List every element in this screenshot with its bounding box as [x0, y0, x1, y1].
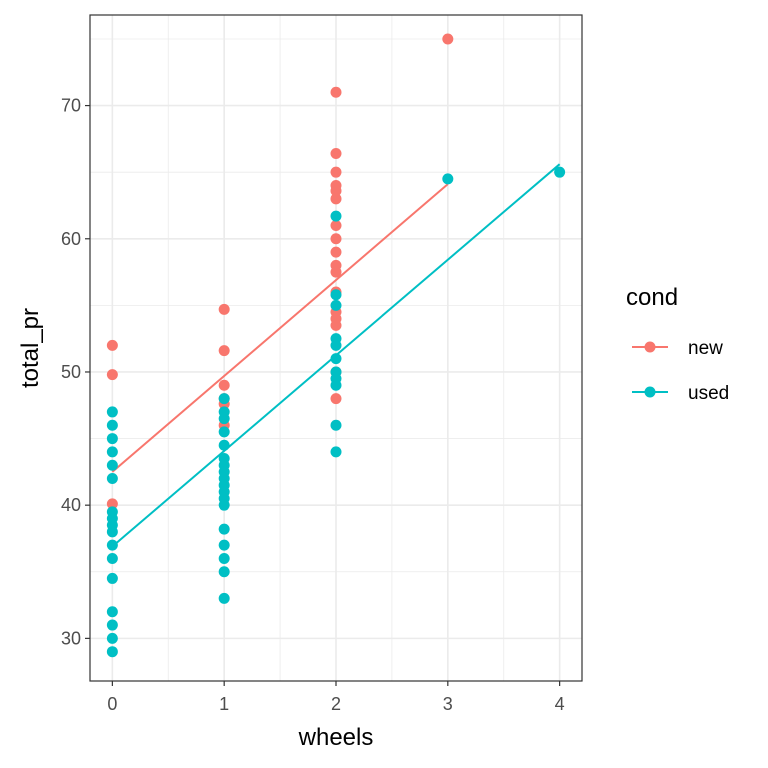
- point-new: [442, 33, 454, 45]
- point-used: [218, 523, 230, 535]
- point-new: [330, 86, 342, 98]
- point-used: [330, 210, 342, 222]
- legend: cond new used: [626, 284, 729, 404]
- x-tick-label: 2: [331, 694, 341, 714]
- point-used: [330, 353, 342, 365]
- point-used: [106, 646, 118, 658]
- point-new: [330, 166, 342, 178]
- point-new: [330, 266, 342, 278]
- x-axis-title: wheels: [298, 724, 374, 751]
- legend-key-point-used: [644, 386, 656, 398]
- point-used: [330, 419, 342, 431]
- legend-item-new: new: [632, 338, 723, 359]
- x-tick-label: 4: [555, 694, 565, 714]
- point-used: [218, 413, 230, 425]
- point-new: [330, 319, 342, 331]
- point-new: [330, 246, 342, 258]
- point-new: [330, 393, 342, 405]
- point-used: [106, 406, 118, 418]
- point-used: [330, 299, 342, 311]
- legend-label-used: used: [688, 383, 729, 404]
- point-new: [330, 148, 342, 160]
- point-new: [106, 369, 118, 381]
- point-used: [106, 526, 118, 538]
- point-used: [554, 166, 566, 178]
- point-used: [218, 592, 230, 604]
- point-used: [218, 552, 230, 564]
- x-tick-label: 3: [443, 694, 453, 714]
- point-used: [218, 393, 230, 405]
- legend-title: cond: [626, 284, 678, 311]
- x-axis: 0 1 2 3 4: [107, 681, 565, 714]
- point-used: [106, 632, 118, 644]
- point-used: [218, 539, 230, 551]
- y-tick-label: 40: [61, 495, 81, 515]
- point-used: [330, 379, 342, 391]
- y-axis: 30 40 50 60 70: [61, 96, 90, 648]
- point-new: [218, 379, 230, 391]
- point-used: [106, 606, 118, 618]
- point-used: [218, 426, 230, 438]
- point-used: [106, 473, 118, 485]
- y-tick-label: 50: [61, 362, 81, 382]
- point-new: [218, 303, 230, 315]
- point-used: [218, 566, 230, 578]
- point-used: [106, 572, 118, 584]
- point-used: [106, 552, 118, 564]
- point-used: [218, 439, 230, 451]
- point-new: [330, 233, 342, 245]
- point-used: [106, 539, 118, 551]
- point-used: [106, 459, 118, 471]
- point-new: [106, 339, 118, 351]
- point-used: [330, 446, 342, 458]
- legend-key-point-new: [644, 341, 656, 353]
- point-used: [218, 499, 230, 511]
- x-tick-label: 0: [107, 694, 117, 714]
- point-new: [330, 219, 342, 231]
- legend-item-used: used: [632, 383, 729, 404]
- point-used: [106, 446, 118, 458]
- point-used: [330, 289, 342, 301]
- legend-label-new: new: [688, 338, 723, 359]
- y-tick-label: 70: [61, 96, 81, 116]
- point-used: [106, 433, 118, 445]
- point-new: [218, 345, 230, 357]
- point-new: [106, 498, 118, 510]
- point-used: [330, 339, 342, 351]
- y-tick-label: 60: [61, 229, 81, 249]
- point-used: [442, 173, 454, 185]
- y-axis-title: total_pr: [17, 308, 44, 388]
- point-new: [330, 185, 342, 197]
- y-tick-label: 30: [61, 628, 81, 648]
- point-used: [106, 619, 118, 631]
- point-new: [330, 193, 342, 205]
- data-points: [106, 33, 566, 658]
- fit-line-new: [111, 183, 449, 473]
- point-used: [106, 419, 118, 431]
- x-tick-label: 1: [219, 694, 229, 714]
